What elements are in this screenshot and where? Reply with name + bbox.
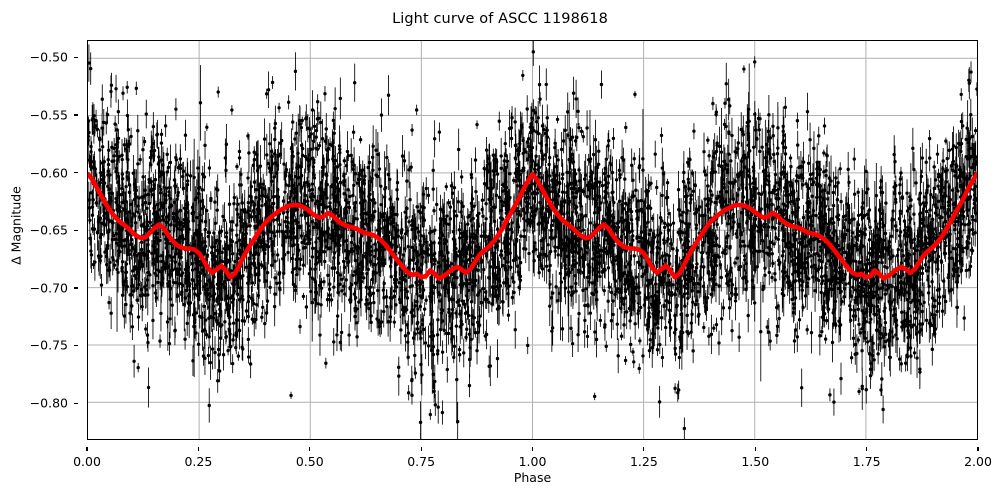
x-tick-mark [197, 447, 199, 451]
plot-area [87, 40, 978, 440]
y-tick-mark [74, 287, 78, 289]
y-tick-mark [74, 114, 78, 116]
y-tick-mark [74, 402, 78, 404]
x-tick-label: 1.00 [518, 454, 547, 469]
binned-mean-curve [88, 171, 977, 281]
x-axis-ticks: 0.00 0.25 0.50 0.75 1.00 1.25 1.50 1.75 2.00 [73, 447, 992, 469]
scatter-points [88, 50, 977, 431]
y-tick-label: −0.75 [29, 337, 68, 353]
x-axis-label: Phase [513, 470, 552, 485]
x-tick-mark [643, 447, 645, 451]
x-tick-label: 1.25 [629, 454, 658, 469]
x-tick-mark [531, 447, 534, 451]
x-tick-label: 0.75 [407, 454, 436, 469]
y-tick-mark [74, 56, 78, 58]
y-tick-mark [74, 344, 78, 347]
x-tick-mark [86, 447, 88, 451]
y-axis-ticks: −0.80 −0.75 −0.70 −0.65 −0.60 −0.55 −0.50 [0, 40, 79, 440]
x-tick-mark [754, 447, 756, 451]
x-tick-mark [977, 447, 979, 451]
x-tick-label: 0.25 [184, 454, 213, 469]
y-tick-label: −0.70 [29, 280, 68, 296]
errorbars [88, 41, 977, 439]
x-tick-mark [309, 447, 311, 451]
chart-title: Light curve of ASCC 1198618 [392, 11, 608, 27]
y-tick-label: −0.55 [29, 107, 68, 123]
data-layer [88, 41, 977, 439]
y-tick-label: −0.80 [29, 395, 68, 411]
x-tick-label: 1.50 [741, 454, 770, 469]
x-tick-label: 0.00 [73, 454, 101, 469]
x-tick-label: 0.50 [295, 454, 324, 469]
x-tick-label: 1.75 [852, 454, 881, 469]
y-tick-label: −0.50 [29, 49, 68, 65]
y-tick-mark [74, 172, 78, 174]
x-tick-mark [866, 447, 868, 451]
y-tick-label: −0.65 [29, 222, 68, 238]
y-tick-mark [74, 229, 78, 231]
x-tick-label: 2.00 [964, 454, 992, 469]
y-tick-label: −0.60 [29, 165, 68, 181]
x-tick-mark [420, 447, 422, 451]
